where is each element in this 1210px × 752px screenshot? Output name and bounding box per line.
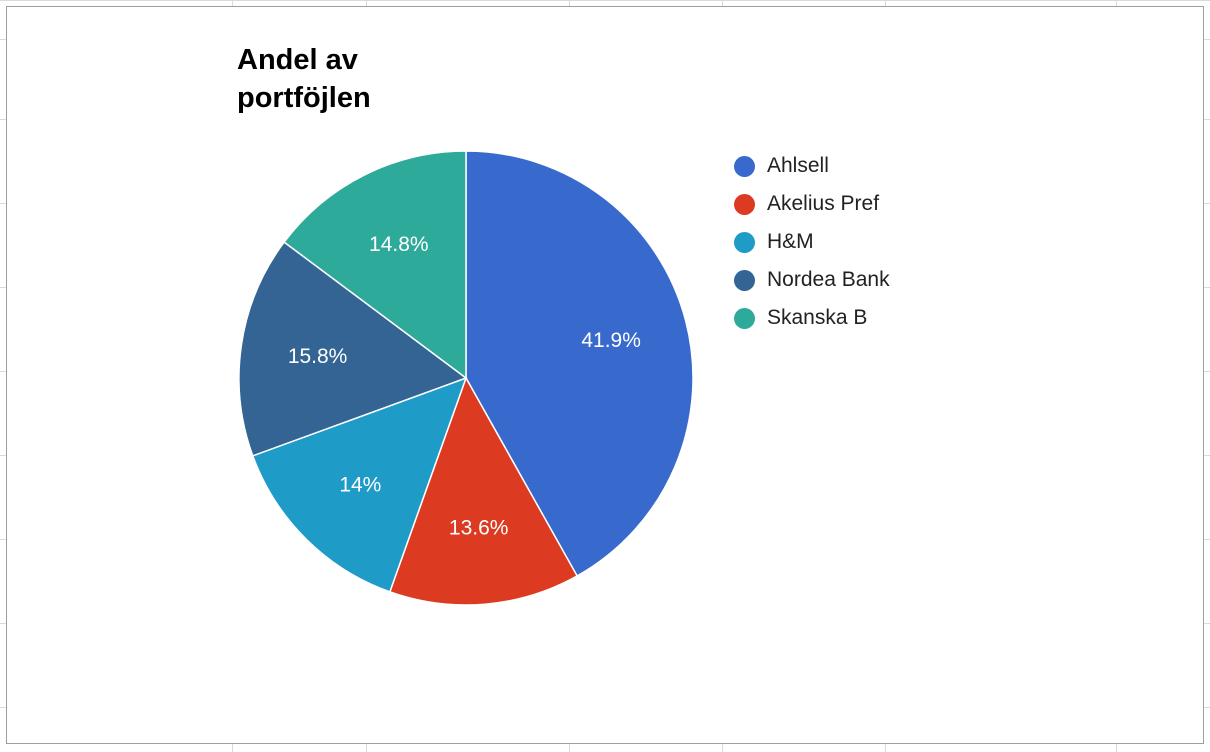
legend-label: Akelius Pref xyxy=(767,192,880,215)
pie-slice-skanska-b[interactable] xyxy=(283,150,467,380)
legend-swatch xyxy=(734,155,755,177)
legend-swatch xyxy=(734,307,755,329)
legend-item[interactable]: H&M xyxy=(734,223,890,261)
legend-swatch xyxy=(734,231,755,253)
chart-title: Andel av portföjlen xyxy=(237,44,371,114)
slice-label: 15.8% xyxy=(288,345,348,368)
chart-container[interactable]: Andel av portföjlen 41.9% 13.6% 14% 15.8% 14… xyxy=(6,6,1204,744)
legend-swatch xyxy=(734,193,755,215)
chart-legend: Ahlsell Akelius Pref H&M Nordea Bank Skanska… xyxy=(734,147,890,337)
slice-label: 41.9% xyxy=(581,329,641,352)
slice-label: 14.8% xyxy=(369,233,429,256)
legend-label: H&M xyxy=(767,230,814,253)
legend-swatch xyxy=(734,269,755,291)
legend-item[interactable]: Nordea Bank xyxy=(734,261,890,299)
legend-label: Skanska B xyxy=(767,306,868,329)
pie-slice-akelius-pref[interactable] xyxy=(388,376,579,606)
pie-slice-h-m[interactable] xyxy=(251,376,468,593)
pie-chart: 41.9% 13.6% 14% 15.8% 14.8% xyxy=(238,150,694,606)
legend-label: Ahlsell xyxy=(767,154,829,177)
legend-item[interactable]: Akelius Pref xyxy=(734,185,890,223)
legend-label: Nordea Bank xyxy=(767,268,890,291)
pie-slice-nordea-bank[interactable] xyxy=(238,241,468,457)
pie-slice-ahlsell[interactable] xyxy=(465,150,694,577)
slice-label: 13.6% xyxy=(449,516,509,539)
slice-label: 14% xyxy=(339,473,381,496)
legend-item[interactable]: Ahlsell xyxy=(734,147,890,185)
legend-item[interactable]: Skanska B xyxy=(734,299,890,337)
